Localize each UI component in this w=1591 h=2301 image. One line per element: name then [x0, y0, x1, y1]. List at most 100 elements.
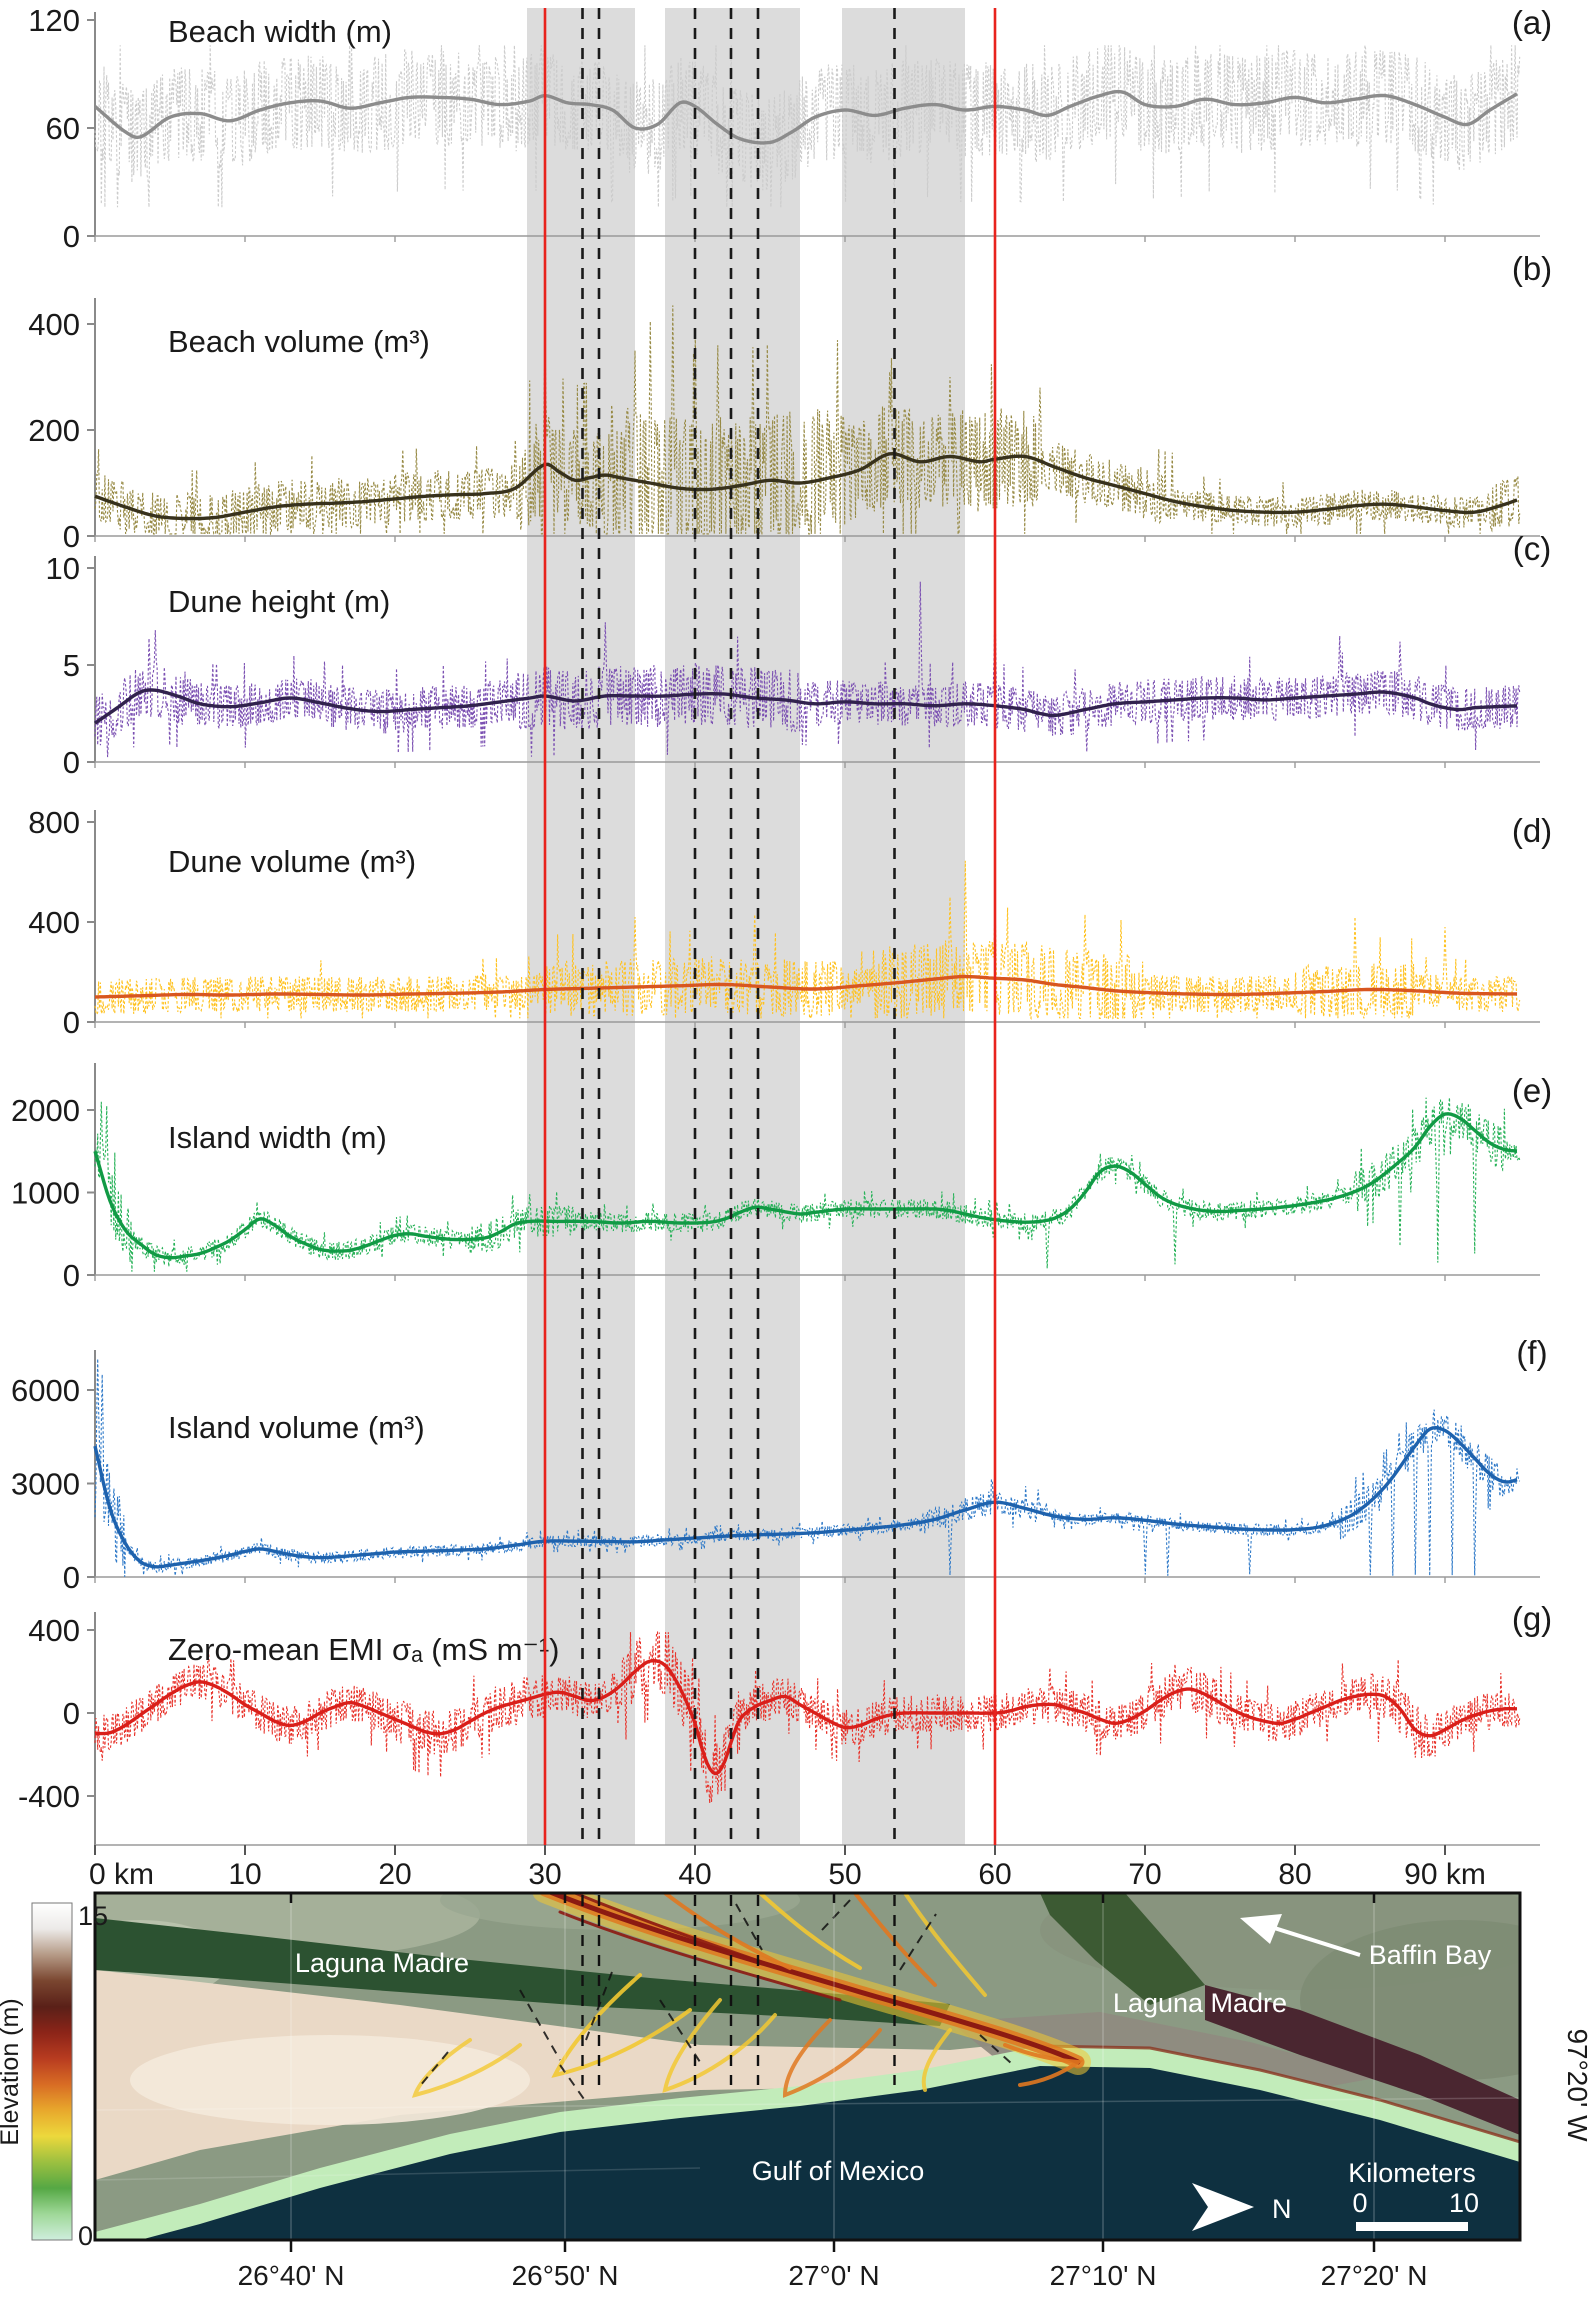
- panel-letter-a: (a): [1512, 4, 1552, 41]
- panel-c: 10 5 0 Dune height (m) (c): [46, 530, 1552, 780]
- label-longitude: 97°20' W: [1562, 2028, 1591, 2142]
- elevation-colorbar: 15 0 Elevation (m): [0, 1901, 108, 2251]
- y-tick-label: 0: [63, 1258, 80, 1293]
- y-tick-label: 0: [63, 1005, 80, 1040]
- scale-bar-start: 0: [1352, 2188, 1367, 2218]
- lat-label: 27°0' N: [788, 2260, 879, 2291]
- series-noisy-f: [94, 1358, 1521, 1577]
- label-laguna-madre-1: Laguna Madre: [295, 1948, 469, 1978]
- series-noisy-g: [94, 1631, 1521, 1804]
- panel-letter-c: (c): [1513, 530, 1551, 567]
- y-tick-label: 400: [28, 905, 80, 940]
- panel-g: 400 0 -400 Zero-mean EMI σₐ (mS m⁻¹) (g): [18, 1600, 1552, 1851]
- y-tick-label: 0: [63, 519, 80, 554]
- y-tick-label: 10: [46, 551, 80, 586]
- event-line-overlays: [543, 8, 997, 1845]
- series-trend-f: [93, 1425, 1518, 1569]
- map-gulf-water: [95, 2050, 1520, 2240]
- y-tick-label: 0: [63, 745, 80, 780]
- series-noisy-a: [94, 45, 1521, 208]
- series-trend-b: [94, 452, 1518, 521]
- map-baffin-bay-water: [1040, 1893, 1205, 2005]
- series-trend-g: [94, 1658, 1517, 1776]
- colorbar-max-label: 15: [78, 1901, 108, 1931]
- colorbar-axis-label: Elevation (m): [0, 1998, 24, 2145]
- location-map: Laguna Madre Baffin Bay Laguna Madre Gul…: [93, 1891, 1591, 2291]
- panel-b: 400 200 0 Beach volume (m³) (b): [28, 250, 1552, 554]
- series-trend-c: [94, 688, 1518, 725]
- shaded-band: [527, 8, 635, 1845]
- panel-a: 120 60 0 Beach width (m) (a): [28, 3, 1552, 254]
- label-gulf-of-mexico: Gulf of Mexico: [752, 2156, 925, 2186]
- panel-title-a: Beach width (m): [168, 14, 392, 49]
- y-tick-label: 2000: [11, 1093, 80, 1128]
- series-noisy-d: [94, 860, 1521, 1021]
- y-tick-label: 120: [28, 3, 80, 38]
- map-dashed-strokes: [419, 1897, 1013, 2103]
- y-tick-label: 60: [46, 111, 80, 146]
- map-maroon-water: [1205, 1985, 1520, 2135]
- baffin-bay-arrowhead: [1240, 1914, 1282, 1944]
- x-axis-labels: 0 km 10 20 30 40 50 60 70 80 90 km: [89, 1845, 1486, 1891]
- colorbar-gradient: [31, 1902, 73, 2241]
- label-north: N: [1272, 2194, 1292, 2224]
- map-border: [93, 1891, 1522, 2242]
- shaded-event-bands: [527, 8, 965, 1845]
- map-graticule-line: [95, 2167, 701, 2181]
- y-tick-label: 5: [63, 648, 80, 683]
- series-trend-a: [93, 89, 1518, 145]
- y-tick-label: 1000: [11, 1176, 80, 1211]
- colorbar-min-label: 0: [78, 2221, 93, 2251]
- map-graticule: [290, 1893, 1375, 2240]
- lat-label: 27°10' N: [1050, 2260, 1157, 2291]
- y-tick-label: 0: [63, 219, 80, 254]
- panel-title-b: Beach volume (m³): [168, 324, 430, 359]
- x-tick-label: 70: [1128, 1858, 1161, 1891]
- map-graticule-line: [95, 2097, 1520, 2111]
- panel-f: 6000 3000 0 Island volume (m³) (f): [11, 1334, 1548, 1595]
- y-tick-label: 800: [28, 805, 80, 840]
- baffin-bay-arrow-line: [1267, 1924, 1361, 1957]
- panel-title-e: Island width (m): [168, 1120, 387, 1155]
- panel-title-c: Dune height (m): [168, 584, 390, 619]
- x-tick-label: 40: [678, 1858, 711, 1891]
- x-tick-label: 20: [378, 1858, 411, 1891]
- x-tick-label: 0 km: [89, 1858, 154, 1891]
- shaded-band: [665, 8, 800, 1845]
- y-tick-label: 200: [28, 413, 80, 448]
- lat-label: 26°40' N: [238, 2260, 345, 2291]
- x-tick-label: 60: [978, 1858, 1011, 1891]
- panel-title-f: Island volume (m³): [168, 1410, 425, 1445]
- map-island-dune-line: [1039, 2044, 1520, 2144]
- panel-d: 800 400 0 Dune volume (m³) (d): [28, 805, 1552, 1040]
- y-tick-label: -400: [18, 1779, 80, 1814]
- x-tick-label: 90 km: [1404, 1858, 1486, 1891]
- x-tick-label: 30: [528, 1858, 561, 1891]
- x-tick-label: 80: [1278, 1858, 1311, 1891]
- north-arrow-icon: [1192, 2183, 1254, 2231]
- label-kilometers: Kilometers: [1348, 2158, 1476, 2188]
- y-tick-label: 0: [63, 1696, 80, 1731]
- lat-label: 26°50' N: [512, 2260, 619, 2291]
- x-tick-label: 10: [228, 1858, 261, 1891]
- panel-letter-d: (d): [1512, 812, 1552, 849]
- panel-title-g: Zero-mean EMI σₐ (mS m⁻¹): [168, 1632, 560, 1667]
- panel-e: 2000 1000 0 Island width (m) (e): [11, 1063, 1552, 1293]
- map-sand-patch: [130, 2035, 530, 2125]
- series-noisy-c: [94, 581, 1521, 758]
- y-tick-label: 400: [28, 307, 80, 342]
- latitude-axis: 26°40' N 26°50' N 27°0' N 27°10' N 27°20' N: [238, 1893, 1428, 2291]
- panel-letter-b: (b): [1512, 250, 1552, 287]
- panel-letter-e: (e): [1512, 1072, 1552, 1109]
- panel-title-d: Dune volume (m³): [168, 844, 416, 879]
- panel-letter-g: (g): [1512, 1600, 1552, 1637]
- map-laguna-madre-water: [95, 1918, 950, 2026]
- series-trend-d: [94, 974, 1518, 999]
- lat-label: 27°20' N: [1321, 2260, 1428, 2291]
- label-laguna-madre-2: Laguna Madre: [1113, 1988, 1287, 2018]
- map-emi-overlay: [411, 1893, 1091, 2098]
- scale-bar: [1356, 2222, 1468, 2231]
